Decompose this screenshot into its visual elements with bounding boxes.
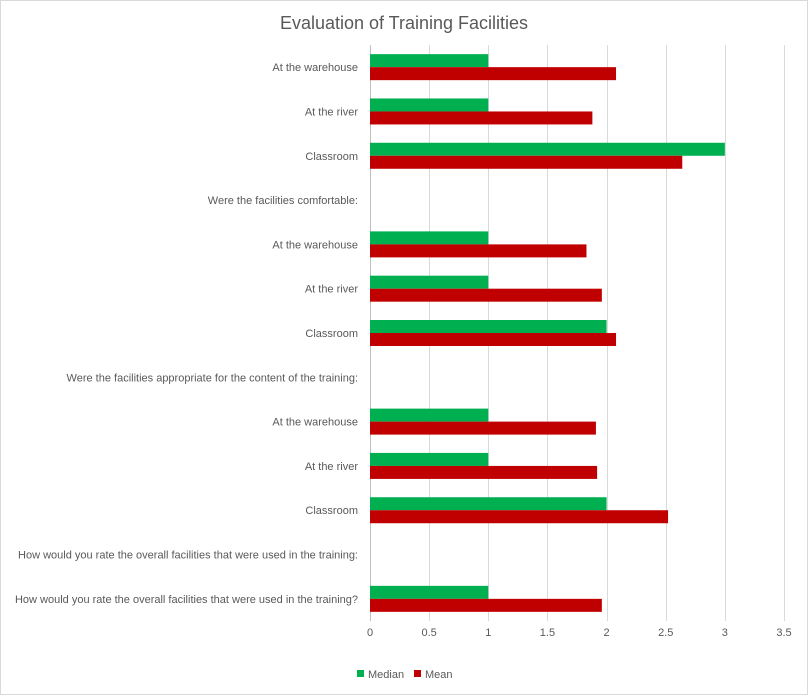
chart-title: Evaluation of Training Facilities — [280, 13, 528, 33]
category-label: How would you rate the overall facilitie… — [18, 550, 358, 562]
bar-mean-2 — [370, 155, 683, 169]
legend-label-mean: Mean — [425, 669, 453, 681]
category-label: At the warehouse — [272, 417, 358, 429]
bar-median-8 — [370, 408, 489, 422]
x-tick-label: 3.5 — [776, 627, 791, 639]
category-label: At the river — [305, 461, 359, 473]
bar-mean-9 — [370, 465, 598, 479]
bar-median-5 — [370, 275, 489, 289]
category-labels: At the warehouse At the river Classroom Wer… — [15, 62, 358, 606]
bars — [370, 54, 725, 612]
bar-mean-8 — [370, 421, 596, 435]
x-tick-label: 2.5 — [658, 627, 673, 639]
legend-swatch-median — [357, 670, 364, 677]
category-label: Classroom — [305, 151, 358, 163]
bar-median-2 — [370, 142, 725, 156]
bar-median-6 — [370, 320, 607, 333]
category-label: Classroom — [305, 328, 358, 340]
bar-mean-5 — [370, 288, 602, 302]
legend: Median Mean — [357, 669, 453, 681]
bar-median-12 — [370, 585, 489, 599]
x-tick-label: 2 — [604, 627, 610, 639]
bar-median-4 — [370, 231, 489, 245]
x-tick-label: 0 — [367, 627, 373, 639]
category-label: How would you rate the overall facilitie… — [15, 594, 358, 606]
category-label: Were the facilities appropriate for the … — [67, 372, 358, 384]
category-label: At the warehouse — [272, 239, 358, 251]
bar-mean-12 — [370, 598, 602, 612]
bar-mean-1 — [370, 111, 593, 125]
legend-label-median: Median — [368, 669, 404, 681]
x-tick-label: 0.5 — [421, 627, 436, 639]
category-label: Classroom — [305, 505, 358, 517]
category-label: Were the facilities comfortable: — [208, 195, 358, 207]
bar-median-9 — [370, 452, 489, 466]
bar-mean-0 — [370, 67, 617, 81]
category-label: At the river — [305, 106, 359, 118]
x-tick-label: 3 — [722, 627, 728, 639]
bar-median-1 — [370, 98, 489, 112]
bar-median-10 — [370, 497, 607, 511]
category-label: At the warehouse — [272, 62, 358, 74]
x-tick-labels: 0 0.5 1 1.5 2 2.5 3 3.5 — [367, 627, 792, 639]
bar-median-0 — [370, 54, 489, 68]
bar-mean-10 — [370, 510, 669, 524]
category-label: At the river — [305, 284, 359, 296]
x-tick-label: 1.5 — [540, 627, 555, 639]
bar-mean-4 — [370, 244, 587, 258]
legend-swatch-mean — [414, 670, 421, 677]
x-tick-label: 1 — [485, 627, 491, 639]
bar-mean-6 — [370, 333, 617, 346]
